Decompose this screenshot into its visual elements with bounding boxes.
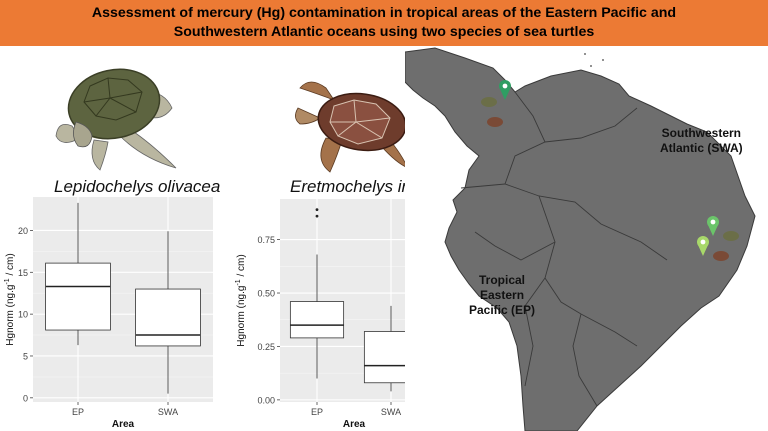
label-swa-line-2: Atlantic (SWA) (660, 141, 743, 155)
olive-ridley-turtle-illustration (55, 68, 177, 171)
label-ep-line-1: Tropical (479, 273, 526, 287)
map-area: Southwestern Atlantic (SWA) Tropical Eas… (405, 46, 768, 431)
turtle-icon-ep-2 (487, 117, 503, 127)
boxplot-right: 0.00 0.25 0.50 0.75 EP SWA Area Hgnorm (ng.g-1 … (235, 199, 428, 430)
turtle-icon-swa-2 (713, 251, 729, 261)
x-tick-label: EP (72, 407, 84, 417)
iqr-box (45, 262, 111, 331)
x-tick-label: SWA (381, 407, 401, 417)
title-banner: Assessment of mercury (Hg) contamination… (0, 0, 768, 46)
label-swa: Southwestern Atlantic (SWA) (660, 126, 743, 156)
turtle-icon-swa-1 (723, 231, 739, 241)
turtle-icon-ep (481, 97, 497, 107)
label-ep-line-3: Pacific (EP) (469, 303, 536, 317)
boxplot-left: 0 5 10 15 20 EP SWA Area Hgnorm (ng.g-1 / cm) (4, 197, 213, 430)
y-axis-title: Hgnorm (ng.g-1 / cm) (4, 253, 16, 345)
y-tick-label: 0.75 (257, 235, 275, 245)
y-tick-label: 0.50 (257, 289, 275, 299)
label-swa-line-1: Southwestern (661, 126, 741, 140)
label-ep-line-2: Eastern (480, 288, 525, 302)
label-ep: Tropical Eastern Pacific (EP) (469, 273, 535, 318)
title-line-2: Southwestern Atlantic oceans using two s… (173, 24, 595, 40)
y-tick-label: 20 (18, 226, 28, 236)
title-line-1: Assessment of mercury (Hg) contamination… (91, 5, 677, 21)
hawksbill-turtle-illustration (295, 81, 409, 173)
y-tick-label: 0.25 (257, 342, 275, 352)
iqr-box (289, 301, 345, 339)
outlier-point (315, 214, 319, 218)
y-tick-label: 0 (23, 393, 28, 403)
x-axis-title: Area (343, 419, 366, 430)
south-america-map (405, 47, 756, 431)
y-tick-label: 15 (18, 268, 28, 278)
x-tick-label: EP (311, 407, 323, 417)
iqr-box (135, 288, 201, 347)
land-mass (405, 47, 756, 431)
y-tick-label: 5 (23, 351, 28, 361)
outlier-point (315, 208, 319, 212)
species-title-left: Lepidochelys olivacea (54, 177, 221, 196)
y-axis-title: Hgnorm (ng.g-1 / cm) (235, 254, 247, 346)
y-tick-label: 10 (18, 310, 28, 320)
x-axis-title: Area (112, 419, 135, 430)
y-tick-label: 0.00 (257, 395, 275, 405)
x-tick-label: SWA (158, 407, 178, 417)
